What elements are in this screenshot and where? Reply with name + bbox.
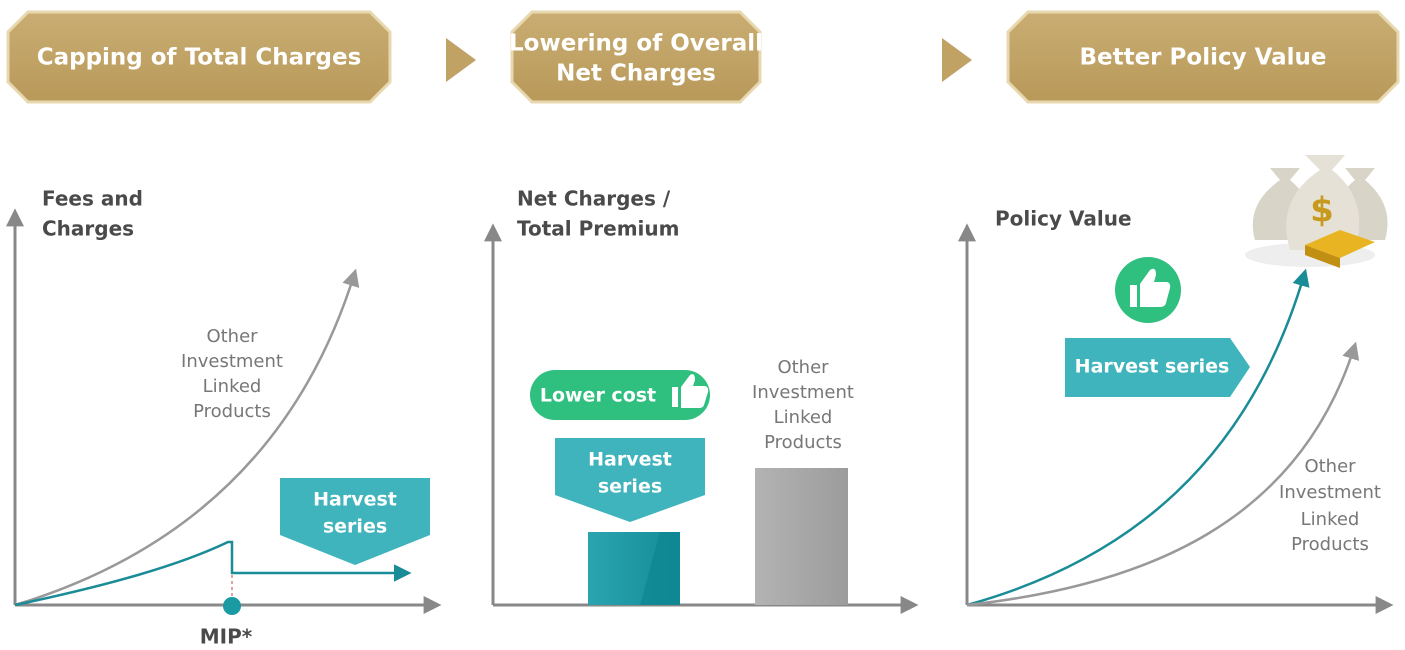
axis-label: Fees and [42,187,143,211]
bar-label: Investment [752,382,854,403]
curve-label: Investment [1279,482,1381,503]
curve-label: Investment [181,351,283,372]
banner-text: Harvest series [1075,356,1230,378]
banner-text: series [323,516,387,538]
other-bar [755,468,848,605]
marker-label: MIP* [200,625,253,649]
step-title: Better Policy Value [1079,45,1326,71]
banner-text: Harvest [588,449,672,471]
step-title: Lowering of Overall [509,31,763,57]
bar-label: Linked [774,407,833,428]
bar-label: Products [764,432,842,453]
step-title: Net Charges [556,61,716,87]
panel: Policy Value $ Harvest series Other Inve… [958,155,1394,614]
bar-shade [640,532,680,605]
panel: Fees and Charges Other Investment Linked… [6,187,442,649]
step-box [6,10,392,104]
panel: Net Charges / Total Premium Lower cost H… [484,187,919,614]
curve-label: Products [193,401,271,422]
curve-label: Linked [203,376,262,397]
svg-text:$: $ [1310,191,1334,231]
harvest-banner [555,438,705,522]
harvest-curve [14,540,412,607]
curve-label: Linked [1301,509,1360,530]
axis-label: Net Charges / [517,187,671,211]
other-curve [966,341,1360,607]
bar-label: Other [777,357,829,378]
step-box [1006,10,1400,104]
harvest-banner [280,478,430,565]
thumb-icon [672,374,709,408]
badge [530,370,710,420]
axis-label: Total Premium [517,217,679,241]
banner-text: series [598,476,662,498]
money-bags: $ [1245,155,1388,268]
step-arrow [942,38,972,82]
banner-text: Harvest [313,489,397,511]
axis-label: Charges [42,217,134,241]
step-arrow [446,38,476,82]
other-curve [14,268,360,607]
badge-text: Lower cost [540,385,656,407]
curve-label: Other [1304,456,1356,477]
curve-label: Products [1291,534,1369,555]
harvest-banner [1065,338,1250,397]
thumb-icon [1130,268,1171,307]
header: Capping of Total Charges Lowering of Ove… [6,10,1400,104]
marker-dot [223,597,241,615]
axis-label: Policy Value [995,207,1132,231]
curve-label: Other [206,326,258,347]
step-title: Capping of Total Charges [37,45,362,71]
harvest-curve [966,268,1310,607]
step-box [510,10,762,104]
